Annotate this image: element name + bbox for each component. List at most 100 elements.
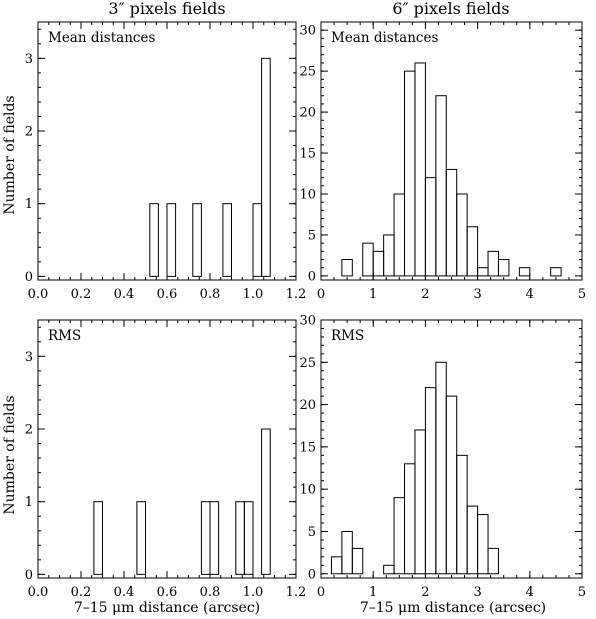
x-tick-label: 5 (578, 287, 586, 302)
y-tick-label: 0 (308, 269, 316, 284)
x-tick-label: 0.2 (71, 585, 92, 600)
y-tick-label: 30 (299, 24, 316, 39)
x-tick-label: 0.0 (28, 287, 49, 302)
panel-rms-6arcsec: 0 1 2 3 4 5 0 5 10 15 20 25 30 RMS (299, 314, 586, 601)
histogram-bar (445, 168, 458, 277)
panel-title: Mean distances (331, 30, 438, 46)
y-tick-label: 0 (25, 270, 33, 285)
histogram-bar (351, 547, 364, 575)
histogram-bar (261, 57, 271, 277)
x-tick-label: 0.6 (157, 585, 178, 600)
y-axis-label-top: Number of fields (2, 95, 18, 214)
histogram-bar (487, 250, 499, 277)
y-tick-label: 25 (299, 356, 316, 371)
histogram-bar (404, 463, 416, 575)
x-tick-label: 0.8 (200, 287, 221, 302)
y-tick-label: 1 (25, 495, 33, 510)
x-tick-label: 5 (578, 585, 586, 600)
histogram-bar (243, 501, 254, 575)
histogram-bar (252, 203, 263, 277)
x-tick-label: 1 (369, 585, 377, 600)
x-axis-label-left: 7–15 μm distance (arcsec) (74, 600, 260, 616)
histogram-bar (372, 250, 385, 277)
panel-title: Mean distances (48, 30, 155, 46)
column-title-6arcsec: 6″ pixels fields (392, 0, 509, 18)
y-tick-label: 30 (299, 314, 316, 329)
x-tick-label: 1 (369, 287, 377, 302)
x-tick-label: 1.0 (243, 585, 264, 600)
histogram-bar (414, 429, 426, 575)
y-tick-label: 15 (299, 147, 316, 162)
histogram-bar (477, 514, 489, 575)
histogram-bar (341, 259, 353, 277)
y-tick-label: 2 (25, 125, 33, 140)
y-tick-label: 10 (299, 483, 316, 498)
y-tick-label: 25 (299, 65, 316, 80)
histogram-bar (136, 501, 146, 575)
y-tick-label: 5 (308, 525, 316, 540)
histogram-bar (383, 564, 395, 575)
x-tick-label: 4 (526, 585, 534, 600)
histogram-bar (497, 259, 510, 277)
histogram-bar (330, 556, 343, 575)
histogram-bar (341, 530, 353, 575)
histogram-bar (93, 501, 104, 575)
plot-frame (320, 319, 583, 579)
x-axis-label-right: 7–15 μm distance (arcsec) (360, 600, 546, 616)
x-tick-label: 0.2 (71, 287, 92, 302)
histogram-bar (477, 267, 489, 277)
histogram-bar (466, 226, 479, 277)
x-tick-label: 0.6 (157, 287, 178, 302)
x-tick-label: 2 (421, 585, 429, 600)
panel-mean-3arcsec: 0.0 0.2 0.4 0.6 0.8 1.0 1.2 0 1 2 3 Mean distances (25, 21, 307, 302)
histogram-bar (518, 267, 531, 277)
x-tick-label: 0.4 (114, 585, 135, 600)
histogram-bar (435, 95, 447, 277)
histogram-bar (456, 193, 468, 277)
histogram-bar (209, 501, 220, 575)
x-tick-label: 1.2 (286, 287, 307, 302)
x-tick-label: 0 (317, 287, 325, 302)
x-tick-label: 0 (317, 585, 325, 600)
histogram-bar (383, 234, 395, 277)
histogram-bar (362, 242, 374, 277)
y-tick-label: 1 (25, 197, 33, 212)
histogram-bar (424, 387, 437, 575)
y-tick-label: 20 (299, 398, 316, 413)
histogram-bar (466, 505, 479, 575)
histogram-bar (456, 454, 468, 575)
histogram-bar (550, 267, 562, 277)
x-tick-label: 0.8 (200, 585, 221, 600)
y-tick-label: 10 (299, 188, 316, 203)
x-tick-label: 3 (473, 287, 481, 302)
histogram-bar (404, 70, 416, 277)
y-axis-label-bottom: Number of fields (2, 395, 18, 514)
histogram-bar (414, 62, 426, 277)
x-tick-label: 0.0 (28, 585, 49, 600)
panel-rms-3arcsec: 0.0 0.2 0.4 0.6 0.8 1.0 1.2 0 1 2 3 RMS (25, 319, 306, 600)
histogram-bar (424, 177, 437, 277)
x-tick-label: 3 (473, 585, 481, 600)
histogram-bar (487, 547, 499, 575)
histogram-bar (435, 361, 447, 575)
y-tick-label: 2 (25, 423, 33, 438)
y-tick-label: 0 (308, 567, 316, 582)
histogram-bar (261, 428, 271, 575)
histogram-bar (235, 501, 245, 575)
y-tick-label: 3 (25, 350, 33, 365)
x-tick-label: 2 (421, 287, 429, 302)
plot-frame (320, 21, 583, 281)
histogram-bar (200, 501, 211, 575)
histogram-bar (393, 497, 406, 575)
histogram-bar (166, 203, 177, 277)
histogram-bar (192, 203, 202, 277)
y-tick-label: 15 (299, 440, 316, 455)
column-title-3arcsec: 3″ pixels fields (108, 0, 225, 18)
plot-frame (37, 319, 297, 579)
panel-mean-6arcsec: 0 1 2 3 4 5 0 5 10 15 20 25 30 Mean distances (299, 21, 586, 302)
y-tick-label: 20 (299, 106, 316, 121)
y-tick-label: 0 (25, 568, 33, 583)
histogram-bar (445, 395, 458, 575)
panel-title: RMS (48, 328, 81, 344)
y-tick-label: 5 (308, 228, 316, 243)
